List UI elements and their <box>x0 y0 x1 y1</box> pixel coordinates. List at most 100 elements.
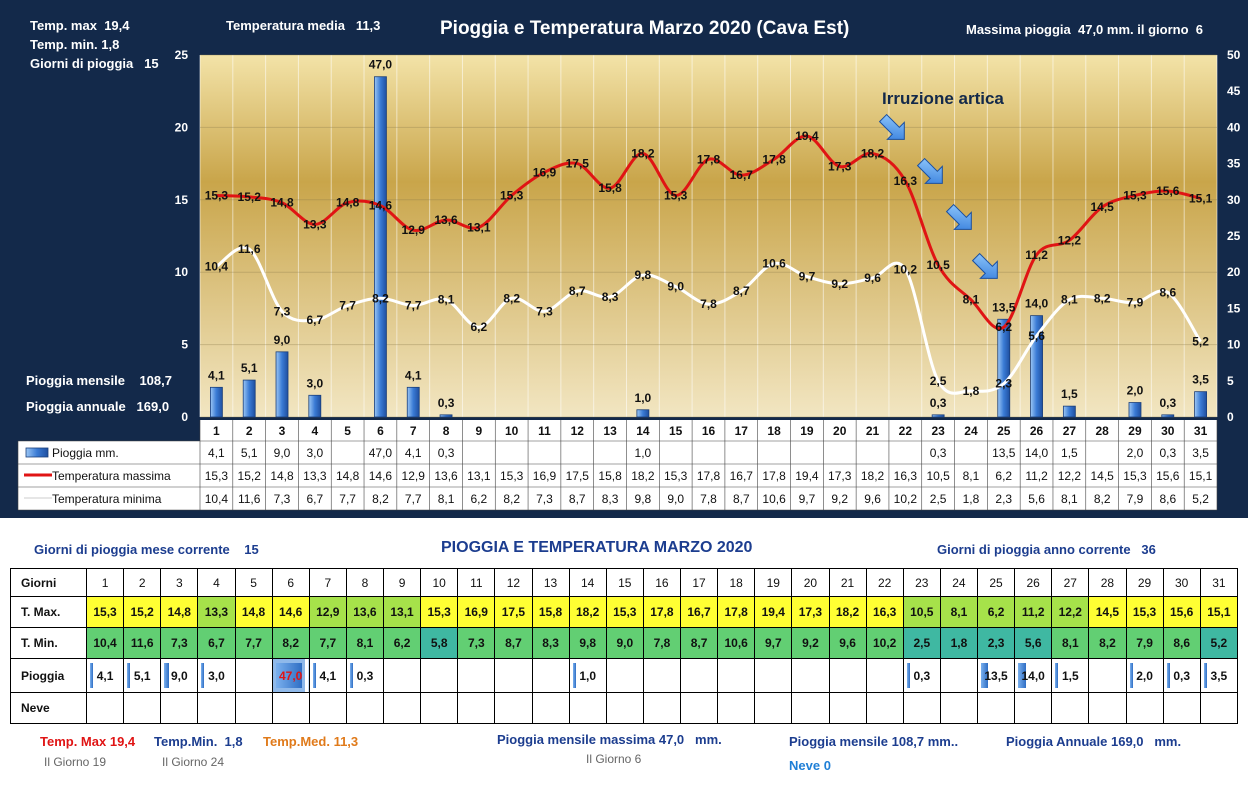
tmax-cell: 8,1 <box>939 596 979 628</box>
table-rain-value: 47,0 <box>369 446 393 460</box>
right-axis-tick-label: 40 <box>1227 120 1241 134</box>
left-axis-tick-label: 25 <box>175 48 189 62</box>
rain-cell-bar <box>90 663 93 688</box>
rain-cell-value: 0,3 <box>913 668 931 683</box>
table-rain-value: 0,3 <box>930 446 947 460</box>
snow-cell <box>717 692 756 724</box>
table-tmin-value: 8,7 <box>733 492 750 506</box>
tmax-point-label: 15,3 <box>664 188 688 202</box>
rain-cell: 14,0 <box>1014 658 1053 693</box>
rain-bar <box>636 409 650 418</box>
tmin-point-label: 2,3 <box>995 377 1012 391</box>
rain-days-label: Giorni di pioggia <box>30 56 134 71</box>
snow-cell <box>123 692 162 724</box>
rain-bar-label: 9,0 <box>274 333 291 347</box>
tmax-point-label: 15,2 <box>238 190 262 204</box>
rain-cell-bar <box>906 663 910 688</box>
monthly-rain-label: Pioggia mensile <box>26 373 125 388</box>
day-cell: 5 <box>234 568 273 597</box>
table-tmin-value: 7,8 <box>700 492 717 506</box>
rain-cell-bar <box>1018 663 1027 688</box>
x-axis-tick-label: 23 <box>931 424 945 438</box>
tmin-cell: 7,7 <box>308 627 347 659</box>
x-axis-tick-label: 26 <box>1030 424 1044 438</box>
right-axis-tick-label: 0 <box>1227 410 1234 424</box>
rain-cell <box>679 658 719 693</box>
footer-temp-max-value: 19,4 <box>109 734 136 749</box>
tmax-point-label: 16,3 <box>894 174 918 188</box>
tmax-cell: 17,8 <box>717 596 756 628</box>
tmax-cell: 18,2 <box>828 596 867 628</box>
left-axis-tick-label: 0 <box>181 410 188 424</box>
tmax-point-label: 12,2 <box>1058 233 1082 247</box>
day-cell: 13 <box>531 568 570 597</box>
rain-bar <box>1128 402 1142 418</box>
snow-cell <box>568 692 607 724</box>
rain-bar <box>1062 405 1076 418</box>
rain-bar-label: 2,0 <box>1127 384 1144 398</box>
day-cell: 22 <box>865 568 904 597</box>
monthly-rain-summary: Pioggia mensile 108,7 <box>26 373 172 388</box>
x-axis-tick-label: 6 <box>377 424 384 438</box>
day-cell: 30 <box>1162 568 1201 597</box>
rain-cell <box>939 658 979 693</box>
temp-max-label: Temp. max <box>30 18 97 33</box>
footer-temp-min-value: 1,8 <box>224 734 243 749</box>
tmin-point-label: 6,2 <box>471 320 488 334</box>
rain-bar <box>997 318 1011 418</box>
x-axis-tick-label: 2 <box>246 424 253 438</box>
tmax-point-label: 10,5 <box>926 258 950 272</box>
rain-cell-value: 0,3 <box>1173 668 1191 683</box>
rain-bar-label: 4,1 <box>405 368 422 382</box>
tmin-point-label: 8,6 <box>1159 285 1176 299</box>
table-tmax-value: 15,3 <box>1123 469 1147 483</box>
day-cell: 12 <box>494 568 533 597</box>
tmax-cell: 12,2 <box>1051 596 1090 628</box>
rain-bar-label: 3,0 <box>306 376 323 390</box>
max-rain-label: Massima pioggia <box>966 22 1071 37</box>
rain-cell-bar <box>127 663 131 688</box>
rain-cell-bar <box>275 663 302 688</box>
table-tmin-value: 7,7 <box>405 492 422 506</box>
table-tmin-value: 2,5 <box>930 492 947 506</box>
tmin-cell: 7,3 <box>457 627 496 659</box>
rain-temperature-chart: 4,15,19,03,047,04,10,3 1,0 0,313,5 14,01,5 2… <box>17 48 1241 511</box>
rain-bar <box>931 414 945 418</box>
day-cell: 19 <box>754 568 793 597</box>
tmax-cell: 16,3 <box>865 596 904 628</box>
day-cell: 17 <box>679 568 719 597</box>
tmin-cell: 7,7 <box>234 627 273 659</box>
tmin-point-label: 7,7 <box>405 299 422 313</box>
tmin-cell: 10,4 <box>85 627 125 659</box>
x-axis-tick-label: 10 <box>505 424 519 438</box>
rain-days-year-value: 36 <box>1141 542 1156 557</box>
day-cell: 26 <box>1014 568 1053 597</box>
tmax-point-label: 14,8 <box>270 196 294 210</box>
day-cell: 2 <box>123 568 162 597</box>
snow-cell <box>308 692 347 724</box>
tmax-cell: 17,8 <box>642 596 682 628</box>
tmin-cell: 8,7 <box>494 627 533 659</box>
table-tmax-value: 15,1 <box>1189 469 1213 483</box>
arrow-icon <box>916 157 943 184</box>
table-tmax-value: 17,8 <box>697 469 721 483</box>
tmax-cell: 16,7 <box>679 596 719 628</box>
day-row-bg <box>200 420 1217 441</box>
footer-temp-min: Temp.Min. 1,8 <box>154 734 243 749</box>
tmax-cell: 13,6 <box>345 596 385 628</box>
tmin-cell: 6,7 <box>197 627 236 659</box>
footer-snow-label: Neve <box>789 758 821 773</box>
snow-cell <box>642 692 682 724</box>
x-axis-tick-label: 28 <box>1095 424 1109 438</box>
day-cell: 31 <box>1199 568 1239 597</box>
data-table-panel: Giorni di pioggia mese corrente 15 PIOGG… <box>0 518 1248 789</box>
rain-cell <box>865 658 904 693</box>
annual-rain-summary: Pioggia annuale 169,0 <box>26 399 169 414</box>
x-axis-tick-label: 7 <box>410 424 417 438</box>
right-axis-tick-label: 20 <box>1227 265 1241 279</box>
rain-bar <box>1161 414 1175 418</box>
table-tmax-value: 12,9 <box>402 469 426 483</box>
rain-bar <box>242 379 256 418</box>
tmin-point-label: 9,2 <box>831 277 848 291</box>
tmin-point-label: 8,2 <box>372 291 389 305</box>
